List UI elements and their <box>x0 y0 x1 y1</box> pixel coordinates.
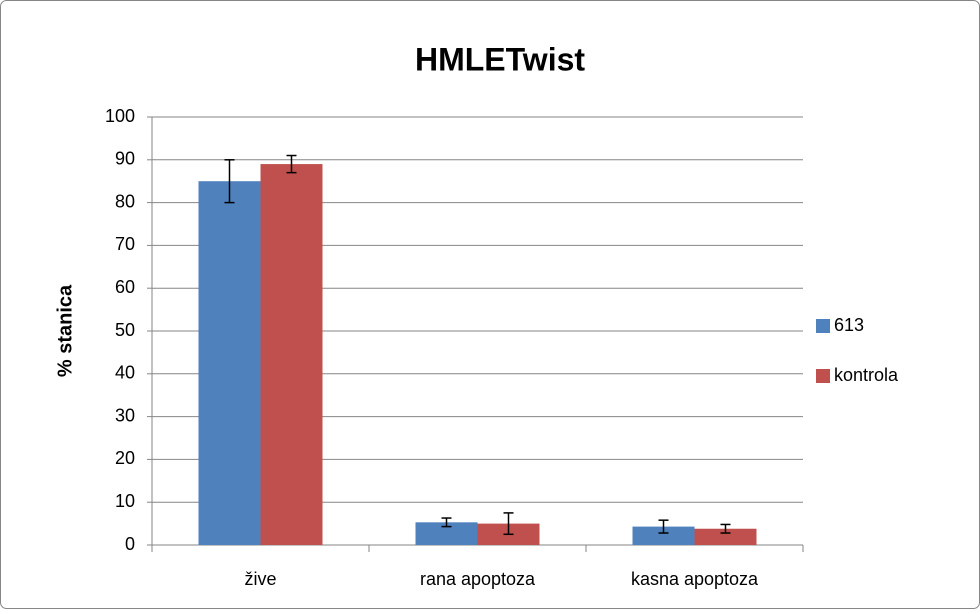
legend-swatch <box>816 319 830 333</box>
error-bar <box>441 517 452 528</box>
error-bar <box>224 159 235 204</box>
bar <box>632 526 695 545</box>
bar <box>694 528 757 545</box>
y-tick-label: 100 <box>105 106 135 126</box>
y-tick-label: 60 <box>115 277 135 297</box>
chart-title: HMLETwist <box>415 41 585 77</box>
y-tick-label: 50 <box>115 320 135 340</box>
y-tick-label: 70 <box>115 234 135 254</box>
y-tick-label: 40 <box>115 363 135 383</box>
error-bar <box>658 519 669 534</box>
y-tick-label: 20 <box>115 448 135 468</box>
y-tick-label: 30 <box>115 405 135 425</box>
y-tick-label: 90 <box>115 149 135 169</box>
legend-swatch <box>816 369 830 383</box>
bar <box>198 181 261 545</box>
x-tick-label: žive <box>244 569 276 589</box>
x-tick-label: kasna apoptoza <box>631 569 759 589</box>
bar <box>415 522 478 545</box>
error-bar <box>720 523 731 534</box>
legend-label: kontrola <box>834 365 899 385</box>
x-tick-label: rana apoptoza <box>420 569 536 589</box>
y-tick-label: 10 <box>115 491 135 511</box>
y-tick-label: 0 <box>125 534 135 554</box>
bar <box>260 164 323 545</box>
error-bar <box>286 154 297 174</box>
y-axis-label: % stanica <box>54 284 76 377</box>
y-tick-label: 80 <box>115 191 135 211</box>
legend-label: 613 <box>834 315 864 335</box>
error-bar <box>503 512 514 536</box>
